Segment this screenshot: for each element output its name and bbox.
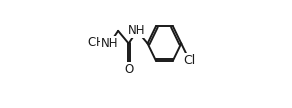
Text: Cl: Cl (184, 54, 196, 67)
Text: CH$_3$: CH$_3$ (87, 36, 111, 51)
Text: NH: NH (128, 24, 146, 37)
Text: NH: NH (101, 37, 119, 50)
Text: O: O (124, 63, 133, 76)
